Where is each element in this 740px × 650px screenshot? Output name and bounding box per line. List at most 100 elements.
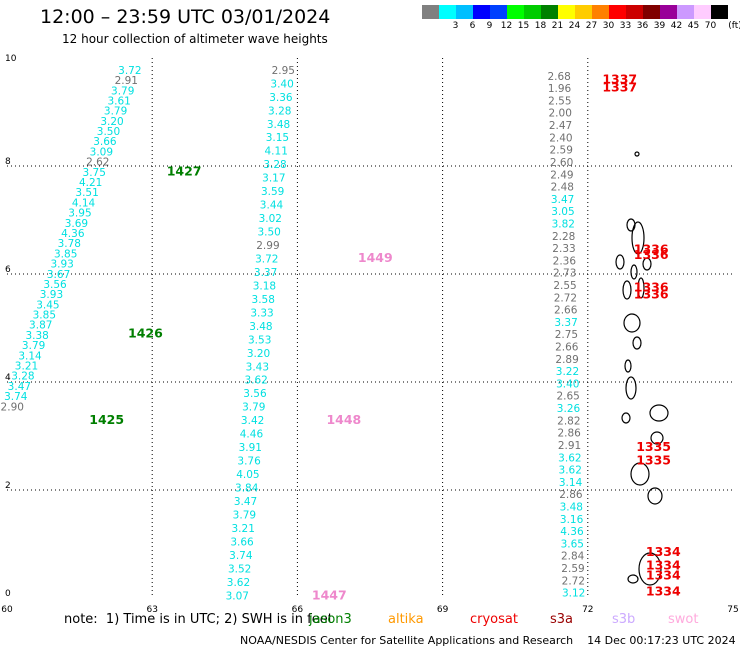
wave-height-label: 3.20 bbox=[100, 116, 123, 128]
wave-height-label: 3.21 bbox=[15, 361, 38, 373]
wave-height-label: 3.18 bbox=[253, 280, 276, 292]
wave-height-label: 2.75 bbox=[555, 329, 578, 341]
wave-height-label: 3.79 bbox=[104, 106, 127, 118]
island-outline bbox=[623, 313, 641, 333]
wave-height-label: 2.49 bbox=[550, 169, 573, 181]
wave-height-label: 2.55 bbox=[553, 280, 576, 292]
wave-height-label: 3.85 bbox=[33, 310, 56, 322]
island-outline bbox=[650, 431, 664, 445]
longitude-tick-label: 72 bbox=[582, 605, 593, 615]
wave-height-label: 2.84 bbox=[561, 551, 585, 563]
island-outline bbox=[615, 254, 625, 270]
wave-height-label: 2.99 bbox=[256, 240, 279, 252]
island-outline bbox=[627, 574, 639, 584]
wave-height-label: 3.82 bbox=[552, 218, 575, 230]
wave-height-label: 3.48 bbox=[249, 321, 272, 333]
legend-jason3: jason3 bbox=[309, 612, 352, 627]
notes: note: 1) Time is in UTC; 2) SWH is in fe… bbox=[64, 612, 333, 627]
wave-height-label: 3.56 bbox=[43, 279, 67, 291]
scale-tick-label: 33 bbox=[619, 21, 632, 31]
wave-height-label: 2.48 bbox=[551, 182, 574, 194]
scale-tick-label: 30 bbox=[602, 21, 615, 31]
legend-altika: altika bbox=[388, 612, 424, 627]
wave-height-label: 3.62 bbox=[227, 577, 250, 589]
wave-height-label: 2.66 bbox=[555, 342, 579, 354]
scale-swatch bbox=[473, 5, 490, 19]
pass-number-label: 1427 bbox=[167, 163, 202, 178]
latitude-tick-label: 4 bbox=[5, 373, 11, 383]
island-outline bbox=[631, 221, 645, 255]
wave-height-label: 3.44 bbox=[260, 200, 284, 212]
wave-height-label: 3.75 bbox=[83, 167, 106, 179]
wave-height-label: 3.79 bbox=[22, 340, 45, 352]
longitude-tick-label: 60 bbox=[1, 605, 13, 615]
scale-swatch bbox=[626, 5, 643, 19]
wave-height-label: 4.14 bbox=[72, 197, 96, 209]
wave-height-label: 2.62 bbox=[86, 157, 109, 169]
wave-height-label: 4.36 bbox=[560, 526, 584, 538]
scale-tick-label: 3 bbox=[452, 21, 459, 31]
wave-height-label: 2.91 bbox=[558, 440, 581, 452]
island-outline bbox=[625, 376, 637, 400]
wave-height-label: 2.82 bbox=[557, 415, 580, 427]
island-outline bbox=[649, 404, 669, 422]
scale-tick-label: 39 bbox=[653, 21, 666, 31]
latitude-tick-label: 8 bbox=[5, 157, 11, 167]
wave-height-label: 3.09 bbox=[90, 146, 113, 158]
wave-height-label: 2.91 bbox=[115, 75, 138, 87]
scale-swatch bbox=[541, 5, 558, 19]
wave-height-label: 3.66 bbox=[93, 136, 117, 148]
pass-number-label: 1425 bbox=[89, 412, 124, 427]
footer-credit: NOAA/NESDIS Center for Satellite Applica… bbox=[240, 634, 736, 647]
wave-height-label: 3.79 bbox=[233, 509, 256, 521]
scale-tick-label: 42 bbox=[670, 21, 683, 31]
island-outline bbox=[634, 151, 640, 157]
wave-height-label: 2.86 bbox=[559, 489, 583, 501]
longitude-tick-label: 66 bbox=[292, 605, 304, 615]
wave-height-label: 1.96 bbox=[548, 83, 572, 95]
wave-height-label: 2.65 bbox=[556, 391, 579, 403]
scale-tick-label: 21 bbox=[551, 21, 564, 31]
longitude-tick-label: 75 bbox=[727, 605, 738, 615]
island-outline bbox=[621, 412, 631, 424]
wave-height-label: 3.20 bbox=[247, 348, 270, 360]
scale-tick-label: 6 bbox=[469, 21, 476, 31]
scale-tick-label: 70 bbox=[704, 21, 717, 31]
wave-height-label: 3.42 bbox=[241, 415, 264, 427]
wave-height-label: 3.45 bbox=[36, 299, 59, 311]
scale-swatch bbox=[660, 5, 677, 19]
wave-height-label: 3.51 bbox=[75, 187, 98, 199]
wave-height-label: 3.33 bbox=[250, 307, 273, 319]
pass-number-label: 1336 bbox=[634, 287, 669, 302]
wave-height-label: 3.67 bbox=[47, 269, 70, 281]
scale-tick-label: 18 bbox=[534, 21, 547, 31]
legend-s3b: s3b bbox=[612, 612, 636, 627]
wave-height-label: 3.72 bbox=[255, 253, 278, 265]
wave-height-label: 2.73 bbox=[553, 268, 576, 280]
island-outline bbox=[630, 462, 650, 486]
latitude-tick-label: 6 bbox=[5, 265, 11, 275]
wave-height-label: 3.50 bbox=[97, 126, 120, 138]
scale-swatch bbox=[490, 5, 507, 19]
pass-number-label: 1336 bbox=[634, 242, 669, 257]
wave-height-label: 4.36 bbox=[61, 228, 85, 240]
wave-height-label: 2.72 bbox=[554, 292, 577, 304]
wave-height-label: 3.50 bbox=[257, 227, 280, 239]
wave-height-label: 2.90 bbox=[1, 401, 24, 413]
wave-height-label: 3.14 bbox=[559, 477, 583, 489]
scale-tick-label: 12 bbox=[500, 21, 513, 31]
wave-height-label: 3.93 bbox=[50, 259, 73, 271]
wave-height-label: 2.68 bbox=[547, 71, 570, 83]
wave-height-label: 2.33 bbox=[552, 243, 575, 255]
wave-height-label: 3.58 bbox=[252, 294, 275, 306]
wave-height-label: 2.59 bbox=[550, 145, 573, 157]
wave-height-label: 3.40 bbox=[270, 78, 293, 90]
wave-height-label: 3.61 bbox=[107, 95, 130, 107]
scale-tick-label: 36 bbox=[636, 21, 649, 31]
scale-tick-label: 15 bbox=[517, 21, 530, 31]
wave-height-label: 3.91 bbox=[239, 442, 262, 454]
wave-height-label: 3.84 bbox=[235, 483, 259, 495]
wave-height-label: 3.74 bbox=[4, 391, 28, 403]
wave-height-label: 2.59 bbox=[561, 563, 584, 575]
